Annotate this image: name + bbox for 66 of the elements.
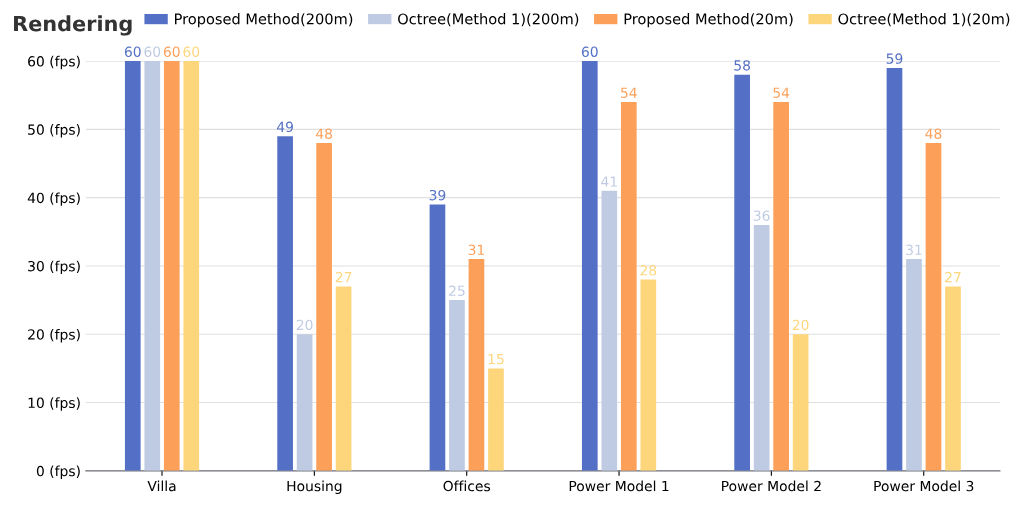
- x-tick-label: Power Model 1: [569, 480, 669, 492]
- bar: [620, 102, 637, 471]
- bar: [277, 136, 293, 471]
- y-tick-label: 20 (fps): [28, 328, 80, 343]
- y-tick-label: 30 (fps): [28, 260, 80, 275]
- data-label: 41: [601, 176, 617, 187]
- data-label: 31: [468, 244, 485, 256]
- bar: [773, 102, 789, 471]
- bar: [183, 61, 200, 471]
- bar: [906, 259, 922, 471]
- data-label: 27: [945, 271, 961, 283]
- data-label: 60: [163, 46, 180, 57]
- x-tick-label: Power Model 3: [874, 480, 974, 492]
- data-label: 39: [429, 189, 446, 201]
- data-label: 58: [734, 60, 751, 71]
- data-label: 60: [124, 46, 141, 57]
- data-label: 31: [906, 244, 922, 256]
- bar: [581, 61, 598, 471]
- x-tick-label: Housing: [287, 480, 342, 494]
- bar: [792, 334, 809, 471]
- y-tick-label: 50 (fps): [28, 124, 80, 138]
- data-label: 36: [753, 210, 770, 221]
- data-label: 60: [581, 46, 598, 57]
- y-tick-label: 10 (fps): [28, 397, 80, 411]
- data-label: 28: [640, 265, 657, 276]
- legend-label: Octree(Method 1)(200m): [398, 13, 579, 27]
- bar: [886, 67, 903, 471]
- data-label: 60: [144, 46, 161, 57]
- data-label: 54: [773, 87, 790, 98]
- bar: [429, 204, 446, 471]
- bar: [296, 334, 313, 471]
- bar: [488, 368, 504, 471]
- x-tick-label: Offices: [443, 480, 491, 492]
- bar: [124, 61, 141, 471]
- y-tick-label: 0 (fps): [36, 465, 80, 479]
- x-tick-label: Villa: [147, 480, 176, 492]
- bar: [335, 286, 352, 471]
- y-tick-label: 40 (fps): [27, 192, 80, 206]
- data-label: 54: [621, 87, 637, 98]
- bar: [640, 279, 657, 471]
- data-label: 48: [315, 128, 332, 139]
- bar: [316, 143, 332, 471]
- data-label: 59: [886, 53, 903, 64]
- y-tick-label: 60 (fps): [28, 55, 80, 70]
- legend-label: Proposed Method(200m): [175, 13, 353, 28]
- data-label: 20: [296, 319, 313, 331]
- bar: [163, 61, 180, 471]
- bar: [449, 300, 465, 471]
- data-label: 25: [449, 285, 465, 297]
- bar: [753, 224, 770, 471]
- chart-title: Rendering: [14, 15, 132, 36]
- bar: [734, 74, 750, 471]
- data-label: 48: [925, 128, 942, 139]
- bar: [144, 61, 161, 471]
- legend-label: Octree(Method 1)(20m): [838, 13, 1010, 27]
- data-label: 60: [183, 46, 200, 57]
- x-tick-label: Power Model 2: [722, 480, 821, 492]
- data-label: 15: [488, 353, 504, 365]
- data-label: 27: [335, 271, 352, 283]
- data-label: 49: [276, 121, 293, 133]
- bar: [468, 259, 485, 471]
- bar: [945, 286, 961, 471]
- data-label: 20: [792, 319, 809, 331]
- bar: [925, 143, 942, 471]
- legend-label: Proposed Method(20m): [624, 13, 793, 28]
- bar: [601, 190, 618, 471]
